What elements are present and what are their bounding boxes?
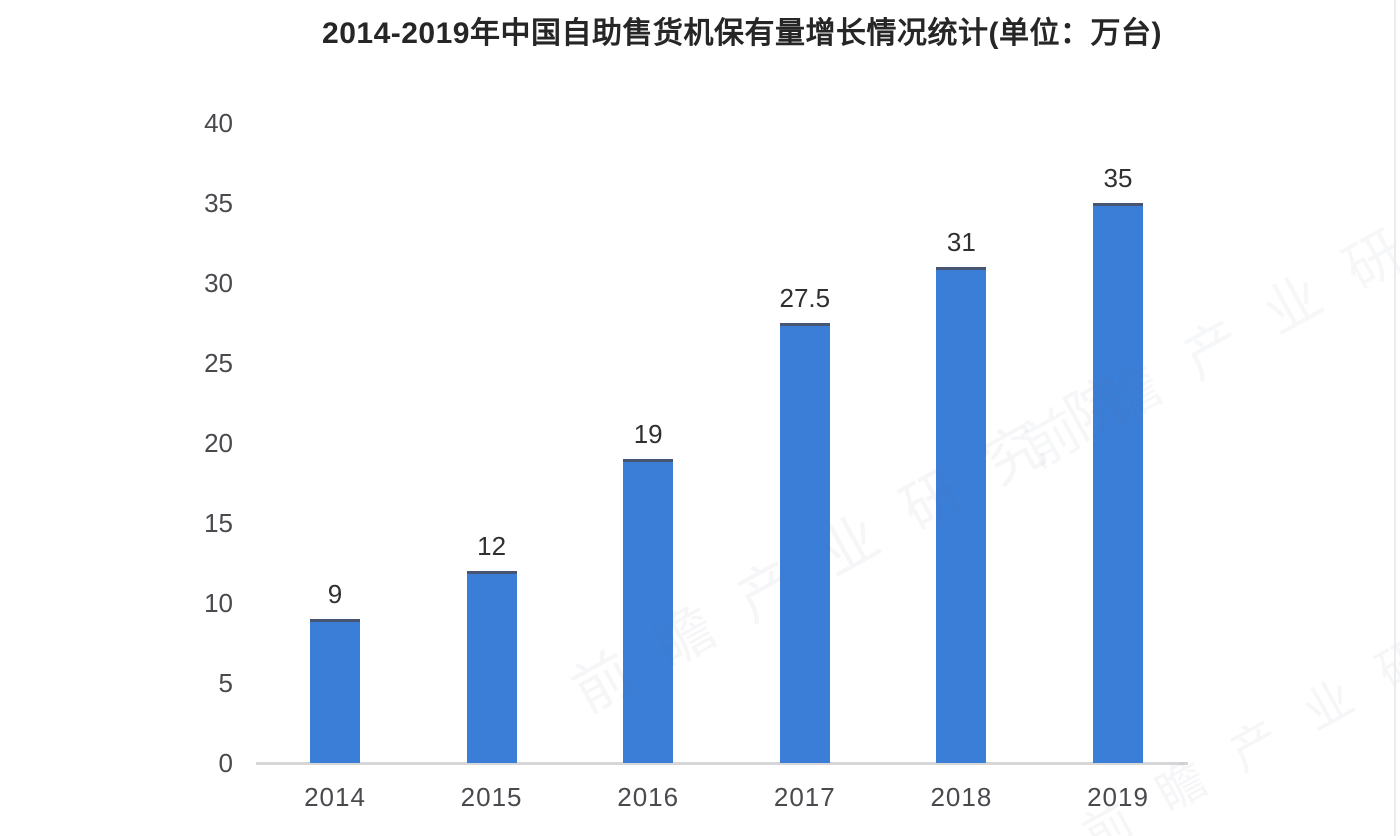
bar-2015 (466, 571, 517, 763)
y-tick-label: 35 (204, 188, 233, 218)
y-tick-label: 40 (204, 108, 233, 138)
x-tick-label: 2019 (1087, 782, 1149, 812)
x-tick-label: 2017 (773, 782, 836, 812)
y-tick-label: 5 (218, 668, 233, 698)
bar-value-label: 9 (327, 579, 343, 609)
bar-2016 (623, 459, 674, 763)
y-tick-label: 30 (204, 268, 233, 298)
bar-value-label: 35 (1103, 163, 1133, 193)
x-tick-label: 2018 (930, 782, 993, 812)
bar-value-label: 27.5 (779, 283, 831, 313)
bar-2018 (936, 267, 987, 763)
bar-value-label: 19 (633, 419, 663, 449)
y-tick-label: 0 (218, 748, 233, 778)
chart-title: 2014-2019年中国自助售货机保有量增长情况统计(单位：万台) (322, 17, 1162, 50)
x-tick-label: 2016 (617, 782, 680, 812)
y-tick-label: 10 (204, 588, 233, 618)
y-tick-label: 15 (204, 508, 233, 538)
x-tick-label: 2014 (304, 782, 366, 812)
y-tick-label: 20 (204, 428, 233, 458)
bar-2019 (1093, 203, 1143, 763)
x-axis-line (256, 762, 1188, 765)
y-tick-label: 25 (204, 348, 233, 378)
bar-2014 (310, 619, 360, 763)
x-tick-label: 2015 (460, 782, 523, 812)
bar-value-label: 31 (946, 227, 976, 257)
bar-value-label: 12 (477, 531, 507, 561)
bar-2017 (779, 323, 830, 763)
page-right-border (1394, 0, 1396, 836)
